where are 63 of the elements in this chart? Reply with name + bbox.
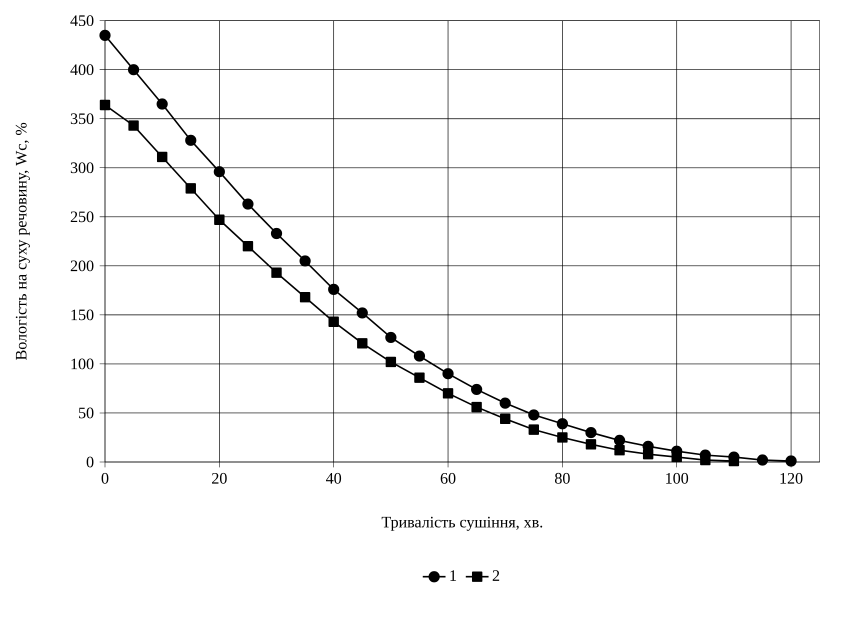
legend-label: 1 [450, 570, 456, 581]
point [300, 255, 311, 267]
point [156, 98, 168, 110]
y-tick-label: 100 [71, 358, 94, 370]
point [357, 338, 368, 349]
point [500, 414, 510, 424]
point [300, 292, 310, 302]
x-tick-label: 100 [666, 472, 688, 484]
point [414, 350, 426, 362]
point [672, 452, 682, 462]
point [328, 284, 340, 295]
point [614, 445, 625, 456]
y-axis-title: Вологість на суху речовину, Wc, % [16, 122, 30, 360]
point [442, 368, 454, 380]
y-tick-label: 250 [70, 211, 94, 222]
y-tick-label: 400 [70, 64, 94, 76]
point [100, 100, 110, 110]
point [500, 398, 511, 409]
y-tick-label: 300 [70, 162, 94, 174]
point [442, 388, 454, 399]
point [471, 384, 482, 396]
point [785, 455, 797, 467]
point [242, 198, 254, 210]
point [557, 432, 568, 443]
point [614, 434, 626, 446]
x-tick-label: 20 [212, 472, 227, 484]
point [528, 409, 540, 421]
point [271, 268, 282, 278]
point [185, 134, 196, 146]
y-tick-label: 200 [70, 260, 94, 272]
x-tick-label: 0 [102, 472, 108, 484]
point [128, 120, 139, 131]
y-tick-label: 350 [70, 113, 94, 124]
point [385, 332, 396, 344]
x-tick-label: 60 [440, 472, 456, 484]
point [128, 64, 140, 76]
y-tick-label: 50 [78, 408, 94, 418]
point [471, 402, 482, 412]
point [585, 426, 597, 438]
x-tick-label: 80 [554, 472, 570, 484]
x-tick-label: 120 [780, 472, 802, 484]
x-tick-label: 40 [326, 472, 342, 484]
point [386, 356, 396, 368]
point [270, 228, 282, 240]
y-tick-label: 0 [86, 456, 94, 468]
point [99, 30, 111, 41]
point [586, 439, 596, 450]
point [528, 424, 539, 435]
point [756, 454, 768, 466]
y-tick-label: 150 [71, 309, 94, 320]
point [414, 372, 425, 383]
x-axis-title: Тривалість сушіння, хв. [382, 516, 542, 531]
point [556, 418, 568, 430]
point [242, 241, 254, 252]
point [356, 307, 368, 319]
point [156, 152, 168, 162]
y-tick-label: 450 [70, 15, 94, 26]
point [642, 448, 654, 460]
legend-label: 2 [492, 570, 500, 581]
point [328, 316, 339, 327]
point [214, 166, 225, 178]
point [186, 183, 196, 194]
point [214, 214, 225, 225]
